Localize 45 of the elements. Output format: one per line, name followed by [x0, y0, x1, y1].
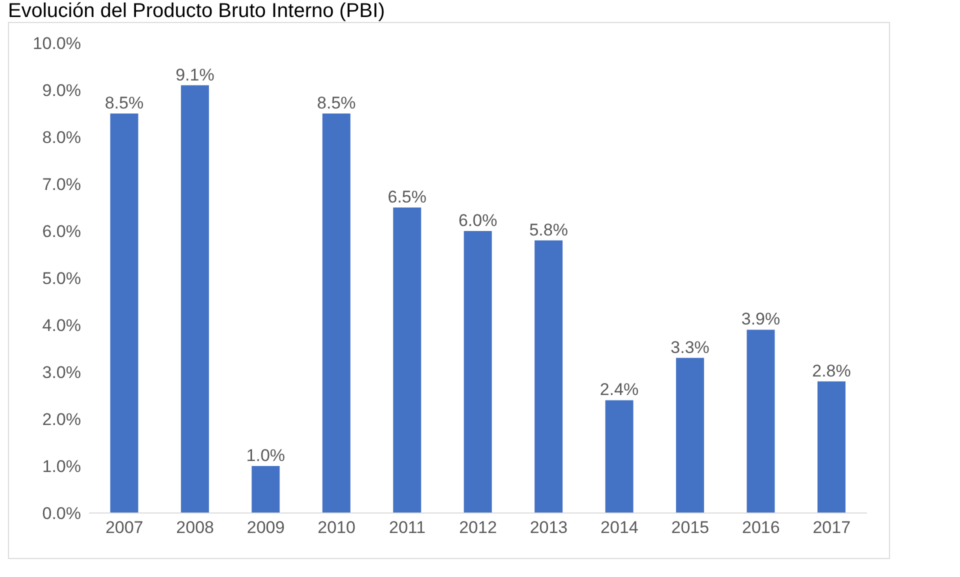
chart-title: Evolución del Producto Bruto Interno (PBI) — [8, 0, 386, 22]
bar — [180, 85, 209, 513]
y-tick-label: 1.0% — [42, 457, 81, 476]
data-label: 3.9% — [741, 310, 780, 329]
x-tick-label: 2009 — [246, 518, 285, 538]
data-label: 6.0% — [458, 211, 498, 230]
y-tick-label: 10.0% — [32, 34, 81, 54]
data-label: 2.4% — [600, 380, 639, 400]
x-tick-label: 2007 — [105, 518, 144, 538]
x-tick-label: 2017 — [812, 518, 851, 538]
data-label: 3.3% — [670, 338, 710, 357]
bar — [322, 114, 350, 513]
y-tick-label: 3.0% — [42, 363, 81, 382]
bar — [393, 208, 422, 513]
x-tick-label: 2015 — [671, 518, 710, 538]
data-label: 2.8% — [812, 361, 851, 380]
x-tick-label: 2016 — [742, 518, 780, 538]
y-tick-label: 0.0% — [42, 504, 81, 524]
data-label: 6.5% — [388, 188, 426, 206]
x-tick-label: 2011 — [388, 518, 426, 538]
bar — [534, 240, 563, 513]
y-tick-label: 9.0% — [42, 81, 81, 100]
y-tick-label: 5.0% — [42, 269, 81, 288]
x-tick-label: 2008 — [176, 518, 214, 538]
y-tick-label: 4.0% — [42, 316, 81, 336]
bar — [676, 358, 704, 513]
bar — [464, 231, 492, 513]
data-label: 8.5% — [104, 94, 144, 112]
x-tick-label: 2014 — [600, 518, 638, 538]
data-label: 9.1% — [176, 65, 214, 84]
bar — [110, 114, 138, 513]
y-tick-label: 2.0% — [42, 410, 81, 430]
y-tick-label: 7.0% — [42, 175, 81, 194]
bar — [252, 466, 280, 513]
bar — [605, 400, 634, 513]
y-tick-label: 6.0% — [42, 222, 81, 242]
data-label: 8.5% — [317, 94, 356, 112]
bar — [746, 330, 775, 513]
y-tick-label: 8.0% — [42, 128, 81, 148]
x-tick-label: 2010 — [318, 518, 356, 538]
x-tick-label: 2012 — [459, 518, 497, 538]
bar — [817, 381, 846, 513]
data-label: 1.0% — [246, 446, 286, 465]
data-label: 5.8% — [529, 220, 568, 240]
x-tick-label: 2013 — [530, 518, 568, 538]
